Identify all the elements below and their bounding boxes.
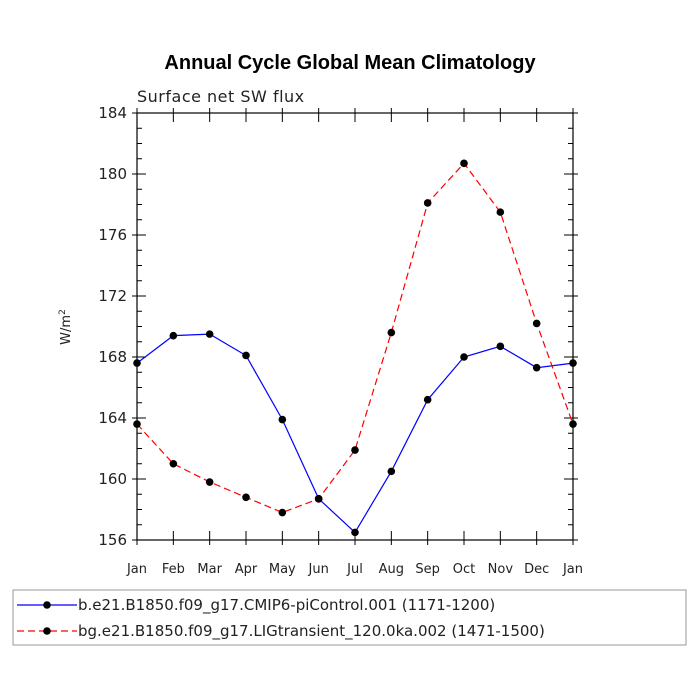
x-tick-label: Dec <box>524 562 549 577</box>
x-tick-label: May <box>269 562 296 577</box>
series-2-point <box>387 328 396 337</box>
series-2-point <box>351 446 359 454</box>
series-1-point <box>387 467 396 476</box>
series-line-2 <box>136 162 574 514</box>
series-2-point <box>278 508 287 517</box>
series-2-point <box>169 459 178 468</box>
svg-text:W/m2: W/m2 <box>58 309 74 345</box>
y-tick-label: 160 <box>98 470 127 488</box>
series-1-point <box>242 351 250 360</box>
y-tick-label: 184 <box>98 104 127 122</box>
series-2-point <box>532 319 541 328</box>
x-tick-label: Jul <box>346 562 363 577</box>
x-tick-label: Nov <box>488 562 514 577</box>
x-tick-label: Feb <box>162 562 185 577</box>
series-line-1 <box>136 333 574 534</box>
y-tick-label: 180 <box>98 165 127 183</box>
legend-label-2: bg.e21.B1850.f09_g17.LIGtransient_120.0k… <box>78 622 545 641</box>
series-1-point <box>532 363 541 372</box>
legend: b.e21.B1850.f09_g17.CMIP6-piControl.001 … <box>12 589 687 646</box>
y-tick-label: 172 <box>98 287 127 305</box>
y-axis-label: W/m2 <box>58 309 74 345</box>
x-tick-label: Sep <box>415 562 440 577</box>
y-tick-label: 176 <box>98 226 127 244</box>
x-tick-label: Jan <box>562 562 583 577</box>
y-axis-label-text: W/m <box>59 315 74 345</box>
series-1-point <box>351 528 359 537</box>
legend-label-1: b.e21.B1850.f09_g17.CMIP6-piControl.001 … <box>78 596 495 615</box>
series-2-point <box>460 159 468 168</box>
y-tick-label: 156 <box>98 531 127 549</box>
series-1-point <box>496 342 505 351</box>
series-2-point <box>314 495 323 503</box>
series-1-point <box>278 415 287 424</box>
x-tick-label: Jan <box>126 562 147 577</box>
series-1-point <box>169 331 178 340</box>
legend-marker-1 <box>43 601 51 609</box>
y-axis-label-superscript: 2 <box>58 309 68 315</box>
chart-title: Annual Cycle Global Mean Climatology <box>164 52 536 74</box>
x-tick-label: Mar <box>197 562 222 577</box>
x-tick-label: Oct <box>453 562 475 577</box>
series-1-point <box>205 330 214 338</box>
legend-box <box>12 589 687 646</box>
y-tick-label: 164 <box>98 409 127 427</box>
series-1-point <box>460 353 468 361</box>
series-2-point <box>205 478 214 486</box>
x-tick-label: Jun <box>308 562 329 577</box>
series-2-point <box>423 199 432 207</box>
series-layer <box>133 159 577 537</box>
legend-marker-2 <box>43 627 51 635</box>
y-tick-labels: 156 160 164 168 172 176 180 184 <box>98 104 127 549</box>
series-1-point <box>423 395 432 404</box>
x-tick-label: Apr <box>235 562 258 577</box>
series-2-point <box>242 493 250 502</box>
axis-ticks <box>132 108 578 545</box>
chart-subtitle: Surface net SW flux <box>137 87 305 106</box>
series-2-point <box>496 208 505 216</box>
plot-frame <box>136 112 574 541</box>
x-tick-label: Aug <box>379 562 404 577</box>
y-tick-label: 168 <box>98 348 127 366</box>
x-tick-labels: Jan Feb Mar Apr May Jun Jul Aug Sep Oct Nov Dec Jan <box>126 562 583 577</box>
